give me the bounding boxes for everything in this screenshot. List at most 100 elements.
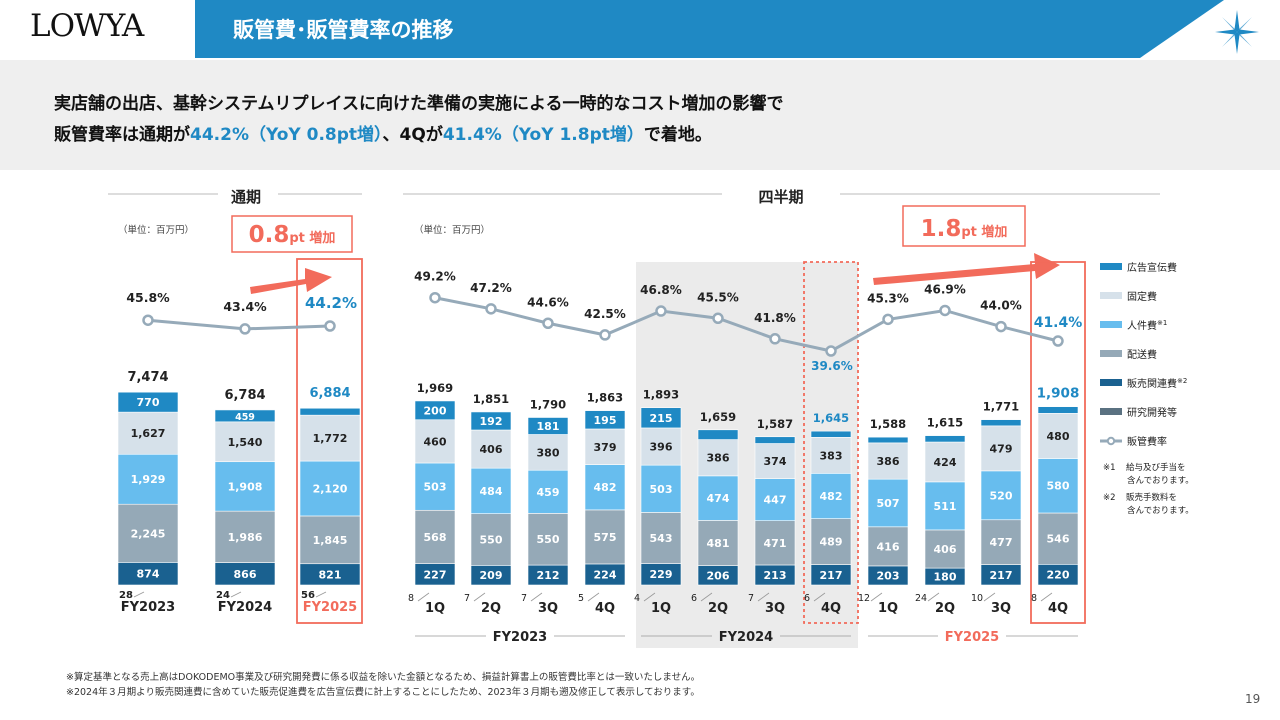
rnd-leader [927, 592, 940, 602]
bar-label: 489 [820, 536, 843, 549]
rnd-label: 7 [521, 593, 527, 604]
page-number: 19 [1245, 692, 1261, 706]
bar-segment [470, 467, 512, 514]
rnd-label: 10 [971, 593, 983, 604]
increase-arrow [873, 253, 1060, 285]
rnd-leader [530, 592, 543, 602]
title-band [195, 0, 1280, 58]
total-label: 1,615 [927, 416, 963, 430]
bar-segment [214, 461, 276, 512]
legend-label: 人件費※1 [1127, 319, 1167, 332]
group-label: FY2024 [719, 630, 773, 645]
bar-segment [414, 419, 456, 464]
callout-quarter-box [902, 205, 1026, 247]
bar-label: 203 [877, 569, 900, 582]
bar-segment [299, 407, 361, 416]
total-label: 6,784 [224, 388, 265, 403]
rnd-leader [587, 592, 600, 602]
bar-label: 550 [480, 534, 503, 547]
rate-label: 41.4% [1034, 315, 1083, 331]
total-label: 1,645 [813, 411, 849, 425]
summary-text: 、4Qが [382, 125, 443, 145]
rate-label: 43.4% [223, 299, 267, 314]
bar-segment [214, 510, 276, 563]
legend-note-text: 含んでおります。 [1127, 505, 1194, 516]
callout-annual: 0.8pt 増加 [231, 215, 353, 253]
bar-segment [414, 400, 456, 421]
bar-label: 503 [424, 481, 447, 494]
rnd-leader [643, 592, 656, 602]
bar-label: 1,845 [313, 534, 348, 547]
rate-point [769, 333, 781, 345]
bar-label: 575 [594, 531, 617, 544]
legend-label: 配送費 [1127, 348, 1157, 361]
bar-label: 227 [424, 568, 447, 581]
legend-swatch [1100, 350, 1122, 357]
rate-label: 44.2% [305, 294, 357, 312]
summary-text: 販管費率は通期が [54, 125, 190, 145]
rate-label: 45.3% [867, 291, 909, 305]
bar-label: 507 [877, 497, 900, 510]
bar-label: 580 [1047, 480, 1070, 493]
rate-point [324, 320, 336, 332]
total-label: 1,893 [643, 388, 679, 402]
bar-label: 511 [934, 500, 957, 513]
bar-label: 2,120 [313, 482, 348, 495]
legend-note-text: 販売手数料を [1126, 492, 1177, 503]
summary-band [0, 60, 1280, 170]
total-label: 1,659 [700, 410, 736, 424]
quarter-label: 1Q [878, 601, 898, 616]
bar-label: 200 [424, 404, 447, 417]
rnd-leader [757, 592, 770, 602]
rate-label: 49.2% [414, 270, 456, 284]
bar-segment [810, 518, 852, 565]
bar-label: 550 [537, 533, 560, 546]
summary-line-1: 実店舗の出店、基幹システムリプレイスに向けた準備の実施による一時的なコスト増加の… [54, 94, 784, 114]
rate-point [939, 304, 951, 317]
bar-segment [117, 453, 179, 505]
bar-label: 1,986 [228, 531, 263, 544]
total-label: 1,969 [417, 381, 453, 395]
legend-label: 販管費率 [1127, 435, 1167, 448]
bar-segment [1037, 458, 1079, 514]
total-label: 6,884 [309, 386, 350, 401]
rnd-label: 56 [301, 590, 315, 601]
bar-segment [214, 421, 276, 463]
rate-point [542, 317, 554, 329]
legend-marker [1106, 436, 1116, 446]
bar-label: 477 [990, 536, 1013, 549]
bar-label: 866 [234, 568, 257, 581]
rate-label: 46.8% [640, 283, 682, 297]
bar-segment [924, 441, 966, 483]
bar-segment [754, 520, 796, 566]
bar-label: 460 [424, 435, 447, 448]
sga-chart: 通期 四半期（単位：百万円） （単位：百万円）0.8pt 増加 1.8pt 増加874… [108, 188, 1194, 648]
bar-segment [584, 509, 626, 565]
bar-label: 481 [707, 537, 730, 550]
rnd-leader [230, 591, 242, 598]
rate-point [655, 305, 667, 317]
total-label: 1,588 [870, 417, 906, 431]
bar-segment [1037, 512, 1079, 565]
summary-quarter-rate: 41.4%（YoY 1.8pt増） [442, 125, 644, 145]
group-label: FY2023 [493, 630, 547, 645]
bar-segment [1037, 413, 1079, 459]
bar-label: 209 [480, 569, 503, 582]
legend-label: 研究開発等 [1127, 406, 1177, 419]
bar-label: 484 [480, 485, 503, 498]
bar-segment [117, 391, 179, 413]
bar-label: 1,908 [228, 480, 263, 493]
bar-segment [924, 529, 966, 569]
callout-annual-box [231, 215, 353, 253]
rate-line [147, 318, 331, 331]
unit-note: （単位：百万円） [118, 224, 194, 236]
bar-label: 192 [480, 415, 503, 428]
rate-point [995, 320, 1007, 333]
bar-label: 520 [990, 489, 1013, 502]
legend-label: 固定費 [1127, 290, 1157, 303]
bar-segment [810, 430, 852, 438]
bar-label: 406 [934, 543, 957, 556]
bar-label: 2,245 [131, 527, 166, 540]
bar-label: 180 [934, 571, 957, 584]
bar-label: 181 [537, 420, 560, 433]
